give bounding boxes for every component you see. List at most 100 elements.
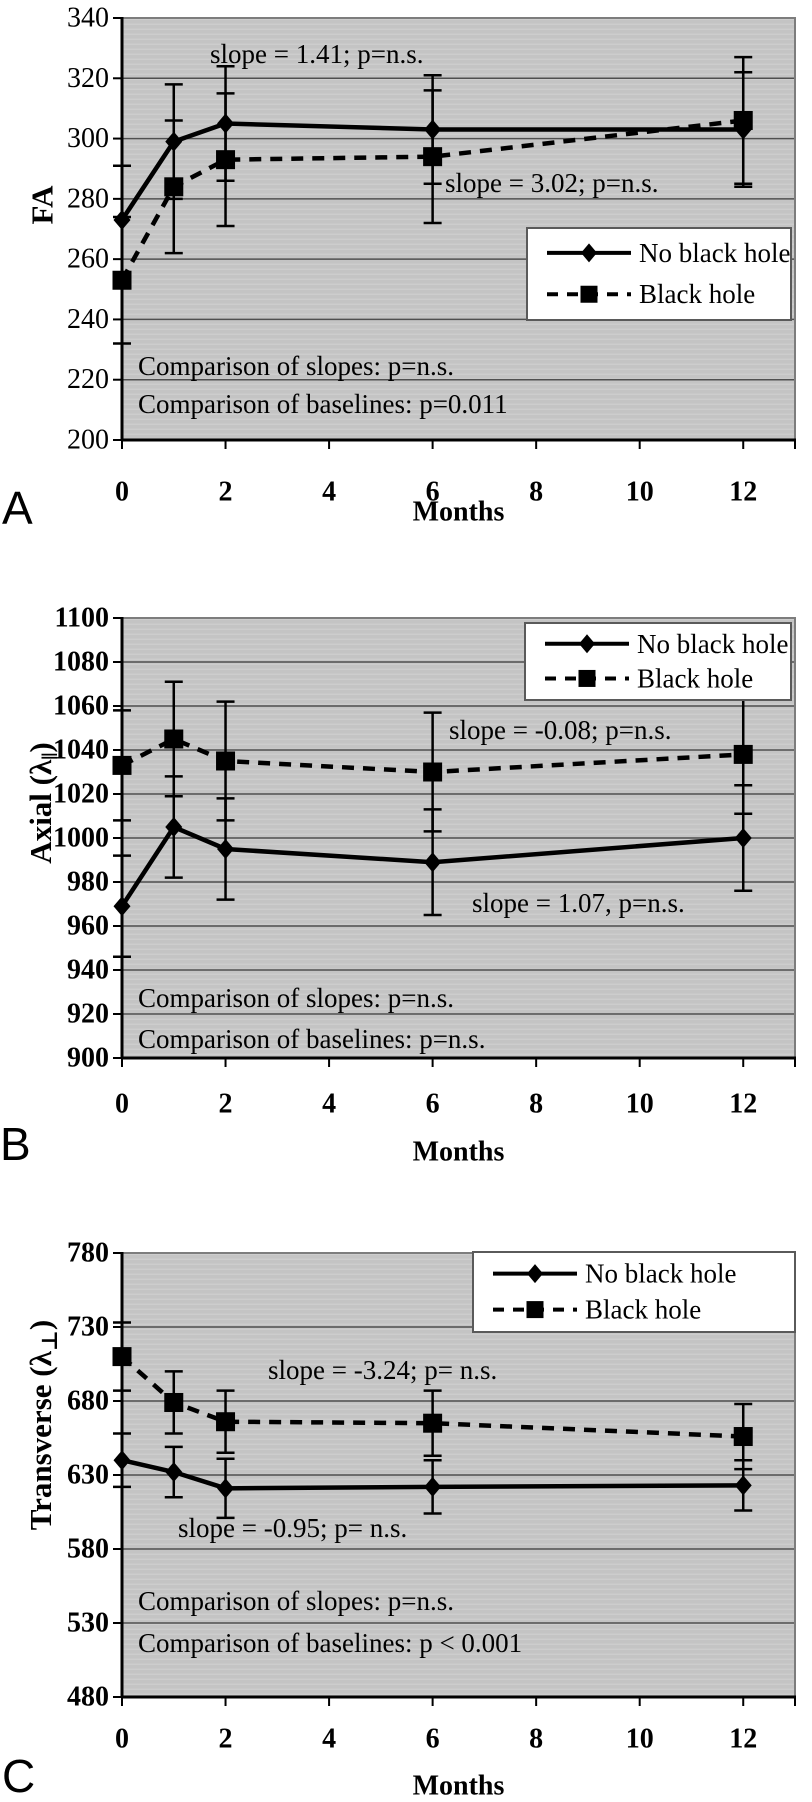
marker-square xyxy=(423,147,443,167)
series-line-dashed xyxy=(120,118,744,282)
legend-marker-diamond xyxy=(527,1264,543,1284)
x-tick-label: 2 xyxy=(219,1724,233,1755)
y-tick-label: 1080 xyxy=(53,647,109,678)
legend-entry-label: Black hole xyxy=(637,663,753,693)
marker-square xyxy=(733,744,753,764)
annotation-text: slope = -0.95; p= n.s. xyxy=(178,1513,407,1543)
y-tick-label: 340 xyxy=(67,3,109,34)
y-tick-label: 240 xyxy=(67,304,109,335)
y-tick-label: 940 xyxy=(67,955,109,986)
chart-panel-A: 200 220 240 260 280 300 320 340 0 2 4 6 8 10 12 Months F… xyxy=(25,3,796,528)
marker-diamond xyxy=(165,131,183,152)
marker-square xyxy=(216,751,236,771)
x-tick-label: 2 xyxy=(219,1089,233,1120)
legend-entry-label: No black hole xyxy=(585,1259,736,1289)
marker-square xyxy=(112,755,132,775)
marker-square xyxy=(164,177,184,197)
legend-marker-square xyxy=(580,285,598,303)
marker-square xyxy=(112,270,132,290)
x-tick-label: 4 xyxy=(322,1089,336,1120)
x-tick-label: 0 xyxy=(115,1089,129,1120)
marker-diamond xyxy=(424,852,442,873)
y-tick-label: 780 xyxy=(67,1238,109,1269)
y-tick-label: 200 xyxy=(67,425,109,456)
marker-diamond xyxy=(424,119,442,140)
marker-diamond xyxy=(165,817,183,837)
y-axis-title: Axial (λ‖) xyxy=(23,742,62,863)
legend-marker-square xyxy=(578,669,596,687)
legend-entry-label: No black hole xyxy=(637,629,788,659)
x-tick-label: 10 xyxy=(626,477,654,508)
annotation-text: Comparison of baselines: p=n.s. xyxy=(138,1024,485,1054)
marker-diamond xyxy=(217,839,235,859)
marker-diamond xyxy=(734,828,752,848)
y-tick-label: 280 xyxy=(67,183,109,214)
y-tick-label: 580 xyxy=(67,1534,109,1565)
annotation-text: Comparison of slopes: p=n.s. xyxy=(138,351,454,381)
marker-diamond xyxy=(424,1476,442,1497)
marker-diamond xyxy=(113,209,131,230)
legend: No black hole Black hole xyxy=(524,622,792,701)
annotation-text: Comparison of baselines: p=0.011 xyxy=(138,389,508,419)
annotation-text: slope = -0.08; p=n.s. xyxy=(449,715,671,745)
y-tick-label: 1020 xyxy=(53,779,109,810)
marker-square xyxy=(164,729,184,749)
y-tick-label: 260 xyxy=(67,244,109,275)
marker-square xyxy=(112,1347,132,1367)
legend: No black hole Black hole xyxy=(526,227,792,321)
y-tick-label: 1000 xyxy=(53,823,109,854)
y-tick-label: 320 xyxy=(67,63,109,94)
chart-panel-C: 480 530 580 630 680 730 780 0 2 4 6 8 10 12 Months Tran… xyxy=(23,1238,796,1801)
y-tick-label: 1040 xyxy=(53,735,109,766)
x-tick-label: 0 xyxy=(115,1724,129,1755)
marker-diamond xyxy=(217,113,235,134)
marker-diamond xyxy=(113,1450,131,1471)
annotation-text: Comparison of slopes: p=n.s. xyxy=(138,1586,454,1616)
legend-entry-label: Black hole xyxy=(639,279,755,309)
marker-diamond xyxy=(217,1478,235,1499)
legend-marker-diamond xyxy=(579,634,595,654)
marker-diamond xyxy=(734,1475,752,1496)
marker-diamond xyxy=(113,896,131,917)
legend-box xyxy=(472,1251,796,1333)
marker-square xyxy=(164,1392,184,1412)
legend-box xyxy=(526,227,792,321)
y-tick-label: 980 xyxy=(67,867,109,898)
series-line-dashed xyxy=(120,1354,744,1439)
x-tick-label: 8 xyxy=(529,1724,543,1755)
x-tick-label: 2 xyxy=(219,477,233,508)
x-axis-title: Months xyxy=(413,1137,505,1168)
marker-square xyxy=(216,1412,236,1432)
marker-square xyxy=(423,762,443,782)
x-tick-label: 8 xyxy=(529,1089,543,1120)
x-tick-label: 12 xyxy=(729,1724,757,1755)
y-axis-title: Transverse (λ⊥) xyxy=(23,1320,62,1531)
marker-square xyxy=(216,150,236,170)
y-tick-label: 960 xyxy=(67,911,109,942)
x-tick-label: 4 xyxy=(322,1724,336,1755)
marker-square xyxy=(733,1427,753,1447)
y-tick-label: 1060 xyxy=(53,691,109,722)
y-tick-label: 920 xyxy=(67,999,109,1030)
annotation-text: Comparison of baselines: p < 0.001 xyxy=(138,1628,522,1658)
x-tick-label: 12 xyxy=(729,1089,757,1120)
x-tick-label: 10 xyxy=(626,1724,654,1755)
legend-box xyxy=(524,622,792,701)
x-tick-label: 6 xyxy=(426,1724,440,1755)
y-axis-title: FA xyxy=(25,185,60,225)
x-tick-label: 6 xyxy=(426,477,440,508)
x-tick-label: 6 xyxy=(426,1089,440,1120)
y-tick-label: 680 xyxy=(67,1386,109,1417)
y-tick-label: 630 xyxy=(67,1460,109,1491)
panel-letter-B: B xyxy=(0,1118,31,1170)
x-axis-title: Months xyxy=(413,1771,505,1801)
legend-entry-label: No black hole xyxy=(639,238,790,268)
x-tick-label: 0 xyxy=(115,477,129,508)
chart-panel-B: 900 920 940 960 980 1000 1020 1040 1060 1080 1100 0… xyxy=(23,603,796,1168)
y-tick-label: 300 xyxy=(67,123,109,154)
y-tick-label: 530 xyxy=(67,1608,109,1639)
annotation-text: slope = 3.02; p=n.s. xyxy=(445,168,658,198)
x-tick-label: 12 xyxy=(729,477,757,508)
annotation-text: Comparison of slopes: p=n.s. xyxy=(138,983,454,1013)
